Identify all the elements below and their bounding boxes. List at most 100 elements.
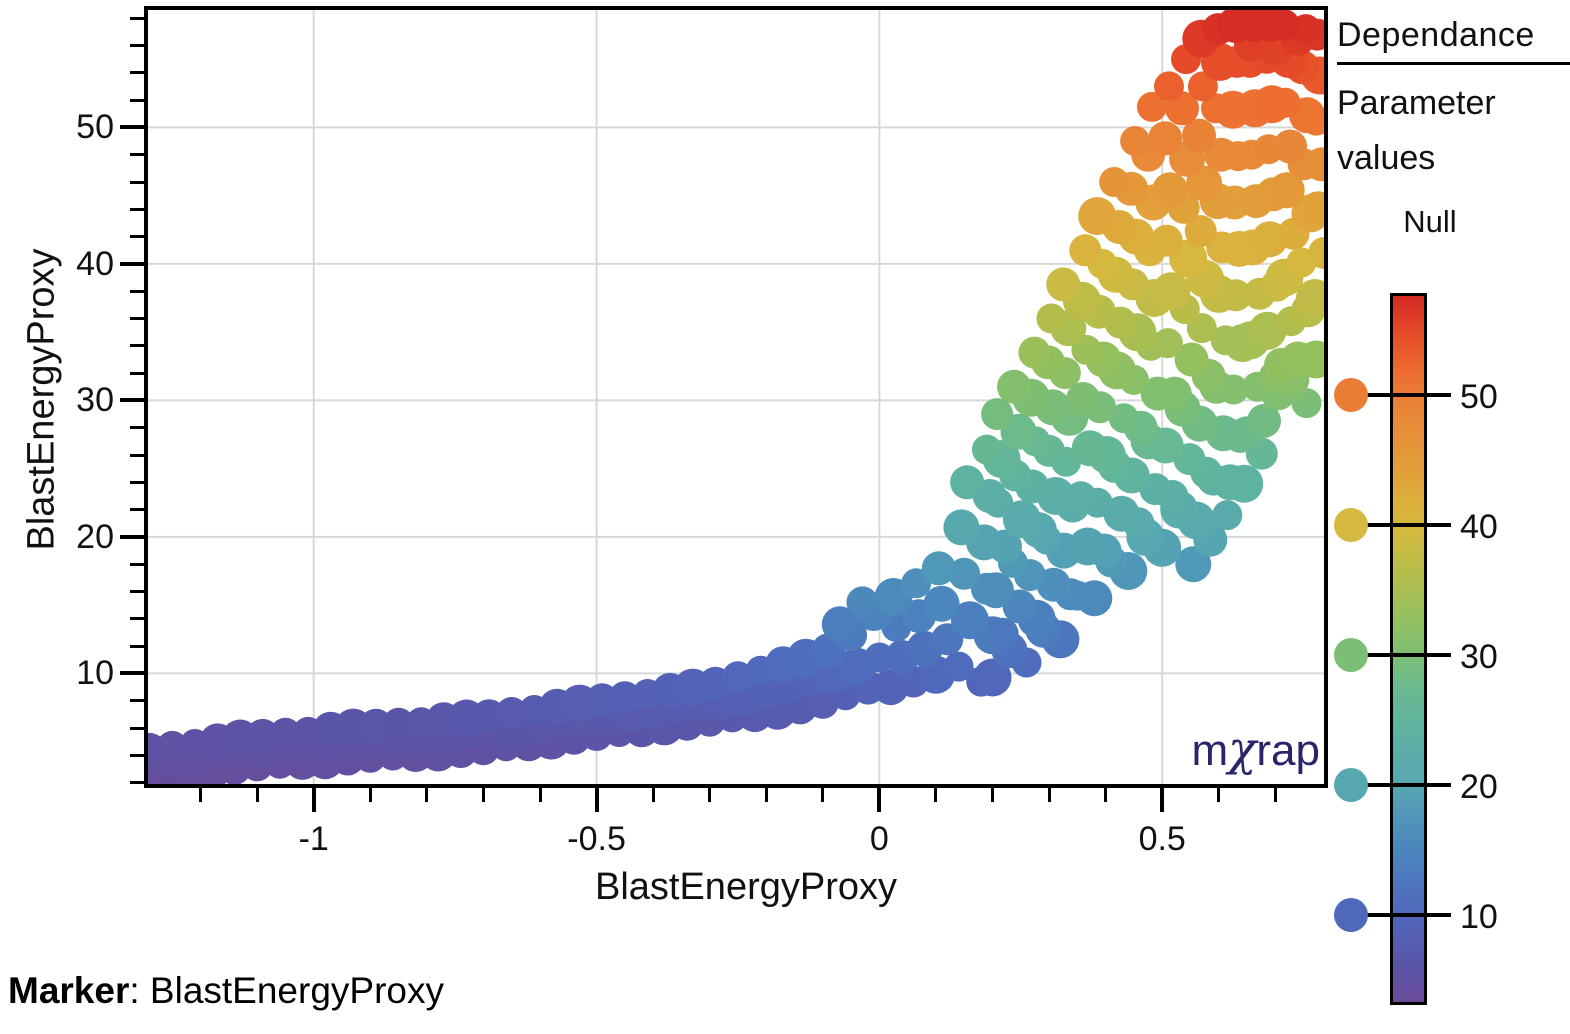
scatter-point bbox=[1066, 382, 1100, 416]
y-minor-tick bbox=[130, 43, 144, 47]
legend-size-dot bbox=[1334, 508, 1368, 543]
x-minor-tick bbox=[368, 788, 372, 802]
x-minor-tick bbox=[1273, 788, 1277, 802]
legend-size-dot bbox=[1334, 638, 1368, 673]
colorbar-tick-label: 10 bbox=[1460, 898, 1498, 937]
y-tick-label: 10 bbox=[76, 654, 114, 693]
scatter-point bbox=[1150, 224, 1183, 257]
scatter-point bbox=[1187, 71, 1218, 102]
scatter-point bbox=[948, 557, 981, 590]
scatter-point bbox=[1078, 197, 1117, 236]
scatter-point bbox=[1099, 167, 1130, 197]
scatter-point bbox=[970, 572, 1003, 605]
colorbar-tick bbox=[1366, 913, 1451, 918]
y-axis-label: BlastEnergyProxy bbox=[20, 248, 63, 551]
plot-area[interactable] bbox=[144, 6, 1328, 788]
x-minor-tick bbox=[255, 788, 259, 802]
scatter-point bbox=[1297, 340, 1324, 379]
scatter-point bbox=[1268, 172, 1305, 209]
y-minor-tick bbox=[130, 726, 144, 730]
x-tick-label: -0.5 bbox=[567, 820, 626, 858]
scatter-point bbox=[986, 617, 1019, 650]
legend-size-dot bbox=[1334, 898, 1368, 933]
x-minor-tick bbox=[1104, 788, 1108, 802]
y-major-tick bbox=[120, 671, 144, 676]
legend-subtitle: Parameter values bbox=[1337, 84, 1496, 178]
scatter-point bbox=[1152, 172, 1189, 209]
scatter-point bbox=[1069, 234, 1102, 267]
y-minor-tick bbox=[130, 590, 144, 594]
y-minor-tick bbox=[130, 289, 144, 293]
scatter-point bbox=[1295, 279, 1324, 317]
y-minor-tick bbox=[130, 153, 144, 157]
scatter-point bbox=[1154, 71, 1184, 102]
marker-label: Marker bbox=[8, 970, 130, 1011]
y-minor-tick bbox=[130, 644, 144, 648]
x-minor-tick bbox=[481, 788, 485, 802]
scatter-point bbox=[1148, 121, 1183, 156]
scatter-canvas[interactable] bbox=[148, 10, 1324, 784]
scatter-point bbox=[1212, 500, 1243, 531]
colorbar-tick-label: 40 bbox=[1460, 508, 1498, 547]
x-tick-label: 0.5 bbox=[1138, 820, 1186, 858]
colorbar-tick bbox=[1366, 783, 1451, 788]
y-minor-tick bbox=[130, 781, 144, 785]
scatter-point bbox=[1174, 342, 1209, 377]
x-minor-tick bbox=[538, 788, 542, 802]
x-minor-tick bbox=[821, 788, 825, 802]
legend-null-label: Null bbox=[1403, 204, 1457, 239]
scatter-point bbox=[1002, 500, 1041, 539]
y-minor-tick bbox=[130, 753, 144, 757]
scatter-point bbox=[1291, 388, 1322, 419]
y-minor-tick bbox=[130, 371, 144, 375]
marker-separator: : bbox=[129, 970, 150, 1011]
y-tick-label: 20 bbox=[76, 517, 114, 556]
y-minor-tick bbox=[130, 98, 144, 102]
y-major-tick bbox=[120, 261, 144, 266]
x-minor-tick bbox=[1217, 788, 1221, 802]
y-tick-label: 30 bbox=[76, 381, 114, 420]
scatter-point bbox=[921, 551, 956, 586]
scatter-point bbox=[1068, 527, 1107, 566]
scatter-point bbox=[846, 586, 879, 619]
x-major-tick bbox=[594, 788, 599, 812]
y-minor-tick bbox=[130, 317, 144, 320]
marker-status-line: Marker: BlastEnergyProxy bbox=[8, 970, 444, 1012]
scatter-point bbox=[1252, 10, 1289, 42]
colorbar[interactable] bbox=[1390, 293, 1427, 1005]
colorbar-tick bbox=[1366, 393, 1451, 398]
y-major-tick bbox=[120, 534, 144, 539]
scatter-point bbox=[1204, 137, 1239, 172]
scatter-point bbox=[1201, 93, 1231, 124]
scatter-point bbox=[821, 606, 858, 643]
scatter-point bbox=[1036, 303, 1067, 334]
scatter-point bbox=[997, 369, 1031, 404]
y-minor-tick bbox=[130, 71, 144, 75]
scatter-point bbox=[1152, 328, 1183, 359]
y-tick-label: 50 bbox=[76, 108, 114, 147]
y-major-tick bbox=[120, 125, 144, 130]
x-tick-label: -1 bbox=[298, 820, 329, 858]
scatter-point bbox=[1308, 237, 1324, 269]
y-minor-tick bbox=[130, 480, 144, 484]
y-minor-tick bbox=[130, 562, 144, 566]
x-minor-tick bbox=[425, 788, 429, 802]
scatter-point bbox=[923, 585, 960, 622]
scatter-point bbox=[1270, 87, 1301, 118]
y-minor-tick bbox=[130, 453, 144, 457]
logo-chi-icon: χ bbox=[1228, 722, 1257, 776]
scatter-point bbox=[1137, 91, 1167, 122]
scatter-point bbox=[943, 651, 974, 682]
scatter-point bbox=[1120, 126, 1151, 156]
colorbar-tick-label: 30 bbox=[1460, 638, 1498, 677]
y-minor-tick bbox=[130, 508, 144, 512]
colorbar-tick-label: 50 bbox=[1460, 378, 1498, 417]
scatter-point bbox=[981, 398, 1014, 431]
legend-size-dot bbox=[1334, 378, 1368, 413]
logo-m: m bbox=[1191, 726, 1229, 775]
legend-title: Dependance bbox=[1337, 16, 1570, 65]
scatter-point bbox=[608, 681, 641, 714]
scatter-point bbox=[382, 707, 415, 740]
x-minor-tick bbox=[764, 788, 768, 802]
